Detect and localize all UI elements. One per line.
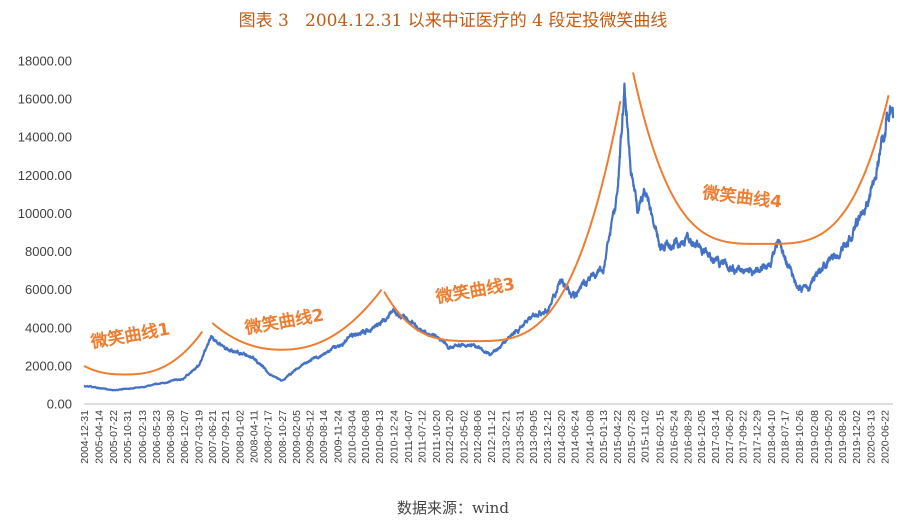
index-series-line xyxy=(83,82,895,392)
x-tick-label: 2018-10-26 xyxy=(794,410,806,464)
x-tick-label: 2015-07-28 xyxy=(626,410,638,464)
x-tick-label: 2006-05-23 xyxy=(151,410,163,464)
smile-curve-1 xyxy=(83,331,204,376)
smile-curve-3 xyxy=(383,100,622,343)
x-tick-label: 2019-12-02 xyxy=(851,410,863,464)
x-tick-label: 2019-08-26 xyxy=(837,410,849,464)
x-tick-label: 2019-05-20 xyxy=(823,410,835,464)
y-tick-label: 16000.00 xyxy=(18,92,72,107)
x-tick-label: 2008-01-02 xyxy=(234,410,246,464)
chart-source: 数据来源：wind xyxy=(397,499,509,517)
x-tick-label: 2012-11-12 xyxy=(486,410,498,463)
smile-curve-label-3: 微笑曲线3 xyxy=(433,273,516,308)
x-tick-label: 2008-10-27 xyxy=(277,410,289,464)
smile-curve-label-1: 微笑曲线1 xyxy=(88,318,171,353)
x-tick-label: 2006-02-13 xyxy=(137,410,149,464)
y-tick-label: 6000.00 xyxy=(25,282,72,297)
smile-curve-label-2: 微笑曲线2 xyxy=(242,304,325,339)
x-tick-label: 2018-04-10 xyxy=(766,410,778,464)
x-tick-label: 2008-04-11 xyxy=(249,410,261,463)
x-tick-label: 2007-03-19 xyxy=(193,410,205,464)
x-tick-label: 2018-07-17 xyxy=(780,410,792,464)
x-tick-label: 2012-01-20 xyxy=(444,410,456,464)
x-tick-label: 2005-04-14 xyxy=(94,410,106,464)
x-tick-label: 2006-12-07 xyxy=(179,410,191,464)
x-axis: 2004-12-31 2005-04-14 2005-07-22 2005-10-31… xyxy=(79,403,893,464)
x-tick-label: 2010-03-04 xyxy=(347,410,359,464)
x-tick-label: 2017-12-29 xyxy=(751,410,763,464)
x-tick-label: 2009-11-24 xyxy=(332,410,344,463)
x-tick-label: 2017-09-22 xyxy=(737,410,749,464)
y-tick-label: 14000.00 xyxy=(18,130,72,145)
series-layer xyxy=(83,82,895,392)
y-tick-label: 2000.00 xyxy=(25,358,72,373)
x-tick-label: 2013-02-21 xyxy=(500,410,512,464)
x-tick-label: 2004-12-31 xyxy=(79,410,91,464)
x-tick-label: 2020-06-22 xyxy=(880,410,892,464)
x-tick-label: 2016-12-05 xyxy=(696,410,708,464)
y-tick-label: 18000.00 xyxy=(18,54,72,69)
smile-layer: 微笑曲线1 微笑曲线2 微笑曲线3 微笑曲线4 xyxy=(83,72,890,376)
smile-curve-2 xyxy=(211,289,383,351)
x-tick-label: 2016-02-15 xyxy=(655,410,667,464)
x-tick-label: 2005-10-31 xyxy=(122,410,134,464)
x-tick-label: 2013-12-12 xyxy=(542,410,554,464)
y-tick-label: 8000.00 xyxy=(25,244,72,259)
x-tick-label: 2008-07-17 xyxy=(262,410,274,464)
x-tick-label: 2015-11-02 xyxy=(640,410,652,463)
x-tick-label: 2011-07-12 xyxy=(417,410,429,463)
x-tick-label: 2009-08-14 xyxy=(318,410,330,464)
x-tick-label: 2011-10-20 xyxy=(431,410,443,463)
x-tick-label: 2011-04-07 xyxy=(403,410,415,463)
x-tick-label: 2007-09-21 xyxy=(220,410,232,464)
x-tick-label: 2015-04-22 xyxy=(612,410,624,464)
smile-curve-4 xyxy=(632,72,890,245)
x-tick-label: 2016-05-24 xyxy=(669,410,681,464)
y-tick-label: 12000.00 xyxy=(18,168,72,183)
y-tick-label: 0.00 xyxy=(47,397,72,412)
x-tick-label: 2014-10-08 xyxy=(584,410,596,464)
x-tick-label: 2015-01-13 xyxy=(598,410,610,464)
x-tick-label: 2007-06-21 xyxy=(207,410,219,464)
x-tick-label: 2017-03-14 xyxy=(710,410,722,464)
x-tick-label: 2013-05-31 xyxy=(514,410,526,464)
x-tick-label: 2014-06-24 xyxy=(569,410,581,464)
x-tick-label: 2009-05-12 xyxy=(305,410,317,464)
x-tick-label: 2010-12-24 xyxy=(388,410,400,464)
x-tick-label: 2014-03-20 xyxy=(556,410,568,464)
y-axis: 0.00 2000.00 4000.00 6000.00 8000.00 10000.00… xyxy=(18,54,72,412)
x-tick-label: 2012-08-06 xyxy=(472,410,484,464)
x-tick-label: 2013-09-05 xyxy=(528,410,540,464)
x-tick-label: 2020-03-13 xyxy=(865,410,877,464)
x-tick-label: 2016-08-29 xyxy=(682,410,694,464)
x-tick-label: 2019-02-08 xyxy=(809,410,821,464)
y-tick-label: 10000.00 xyxy=(18,206,72,221)
y-tick-label: 4000.00 xyxy=(25,320,72,335)
x-tick-label: 2009-02-05 xyxy=(291,410,303,464)
x-tick-label: 2010-09-13 xyxy=(374,410,386,464)
x-tick-label: 2006-08-30 xyxy=(165,410,177,464)
smile-curve-label-4: 微笑曲线4 xyxy=(700,182,783,213)
chart-title: 图表 3 2004.12.31 以来中证医疗的 4 段定投微笑曲线 xyxy=(238,11,668,31)
x-tick-label: 2017-06-20 xyxy=(724,410,736,464)
x-tick-label: 2005-07-22 xyxy=(108,410,120,464)
x-tick-label: 2010-06-08 xyxy=(360,410,372,464)
x-tick-label: 2012-05-02 xyxy=(458,410,470,464)
